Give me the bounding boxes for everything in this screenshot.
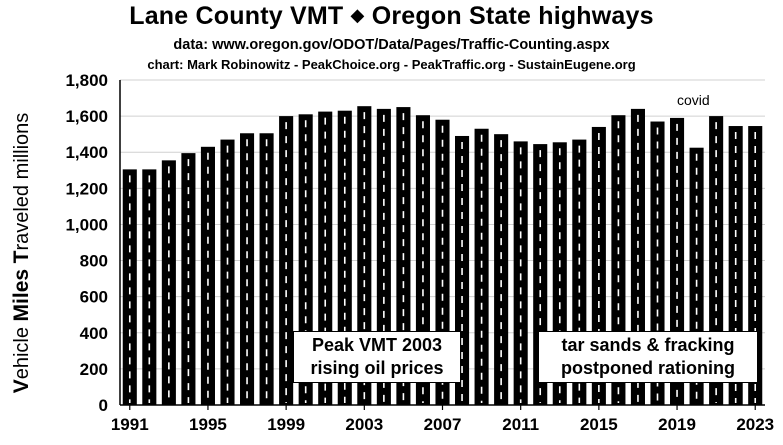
peak-vmt-annotation: Peak VMT 2003 rising oil prices — [293, 331, 461, 383]
diamond-separator-icon: ◆ — [350, 5, 365, 25]
x-tick-label: 2011 — [502, 415, 539, 434]
ylabel-m-rest — [11, 263, 33, 269]
y-tick-label: 800 — [80, 252, 108, 271]
bar — [513, 141, 528, 405]
ylabel-t-rest: raveled millions — [11, 112, 33, 251]
covid-annotation: covid — [677, 92, 710, 108]
y-tick-label: 1,200 — [65, 179, 108, 198]
bar — [142, 169, 157, 405]
x-tick-label: 2023 — [736, 415, 774, 434]
x-tick-label: 1995 — [189, 415, 227, 434]
tar-line-1: tar sands & fracking — [561, 335, 735, 355]
bar — [200, 146, 215, 406]
ylabel-t: T — [10, 250, 33, 264]
y-tick-label: 1,000 — [65, 215, 108, 234]
y-tick-label: 200 — [80, 360, 108, 379]
data-source-subtitle: data: www.oregon.gov/ODOT/Data/Pages/Tra… — [173, 37, 610, 53]
title-right: Oregon State highways — [371, 2, 654, 30]
title-left: Lane County VMT — [129, 2, 344, 30]
ylabel-v: V — [10, 379, 33, 394]
x-tick-label: 2003 — [345, 415, 383, 434]
bar — [181, 153, 196, 405]
tar-sands-annotation: tar sands & fracking postponed rationing — [538, 331, 758, 383]
ylabel-m: Miles — [10, 268, 33, 322]
y-tick-label: 0 — [99, 396, 108, 415]
peak-line-1: Peak VMT 2003 — [311, 335, 443, 355]
x-tick-label: 1999 — [267, 415, 305, 434]
x-tick-label: 1991 — [111, 415, 149, 434]
peak-line-2: rising oil prices — [310, 358, 444, 378]
x-tick-label: 2007 — [424, 415, 462, 434]
y-axis-label: Vehicle Miles Traveled millions — [10, 113, 34, 394]
x-tick-label: 2015 — [580, 415, 618, 434]
ylabel-v-rest: ehicle — [11, 321, 33, 380]
chart-title: Lane County VMT ◆ Oregon State highways — [0, 2, 783, 31]
tar-line-2: postponed rationing — [561, 358, 735, 378]
y-tick-label: 600 — [80, 288, 108, 307]
bar — [279, 116, 294, 405]
x-tick-label: 2019 — [658, 415, 696, 434]
bar — [122, 169, 137, 405]
y-tick-label: 1,800 — [65, 71, 108, 90]
y-tick-label: 1,600 — [65, 107, 108, 126]
y-tick-label: 400 — [80, 324, 108, 343]
y-tick-label: 1,400 — [65, 143, 108, 162]
chart-credit-subtitle: chart: Mark Robinowitz - PeakChoice.org … — [147, 57, 636, 72]
